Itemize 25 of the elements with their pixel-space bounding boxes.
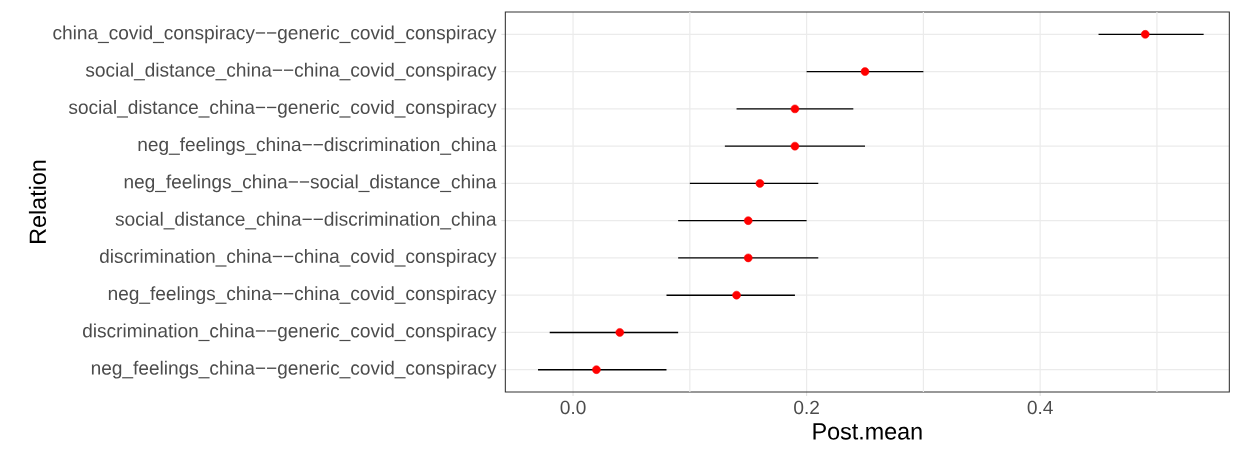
y-tick-label: discrimination_china−−china_covid_conspiracy bbox=[99, 249, 497, 267]
point bbox=[860, 67, 870, 76]
point bbox=[615, 328, 625, 337]
y-tick-label: discrimination_china−−generic_covid_conspiracy bbox=[83, 323, 497, 342]
point bbox=[592, 365, 601, 374]
x-tick-label: 0.0 bbox=[560, 400, 586, 415]
point bbox=[790, 104, 800, 114]
x-tick-label: 0.2 bbox=[794, 400, 819, 415]
y-tick-label: social_distance_china−−china_covid_conspiracy bbox=[85, 62, 497, 81]
y-tick-label: china_covid_conspiracy−−generic_covid_conspiracy bbox=[53, 25, 497, 44]
point bbox=[743, 253, 753, 263]
point bbox=[790, 141, 800, 151]
point bbox=[743, 216, 753, 225]
y-axis-title: Relation bbox=[28, 160, 47, 243]
y-tick-label: social_distance_china−−generic_covid_conspiracy bbox=[68, 99, 497, 118]
point bbox=[755, 179, 765, 188]
point bbox=[732, 290, 741, 300]
y-tick-label: neg_feelings_china−−china_covid_conspiracy bbox=[108, 286, 497, 305]
x-tick-label: 0.4 bbox=[1027, 400, 1053, 415]
y-tick-label: social_distance_china−−discrimination_china bbox=[115, 211, 497, 230]
x-axis-title: Post.mean bbox=[813, 423, 922, 440]
y-tick-label: neg_feelings_china−−social_distance_china bbox=[124, 174, 497, 193]
point bbox=[1140, 30, 1150, 39]
y-tick-label: neg_feelings_china−−discrimination_china bbox=[138, 137, 497, 156]
y-tick-label: neg_feelings_china−−generic_covid_conspiracy bbox=[91, 360, 497, 379]
